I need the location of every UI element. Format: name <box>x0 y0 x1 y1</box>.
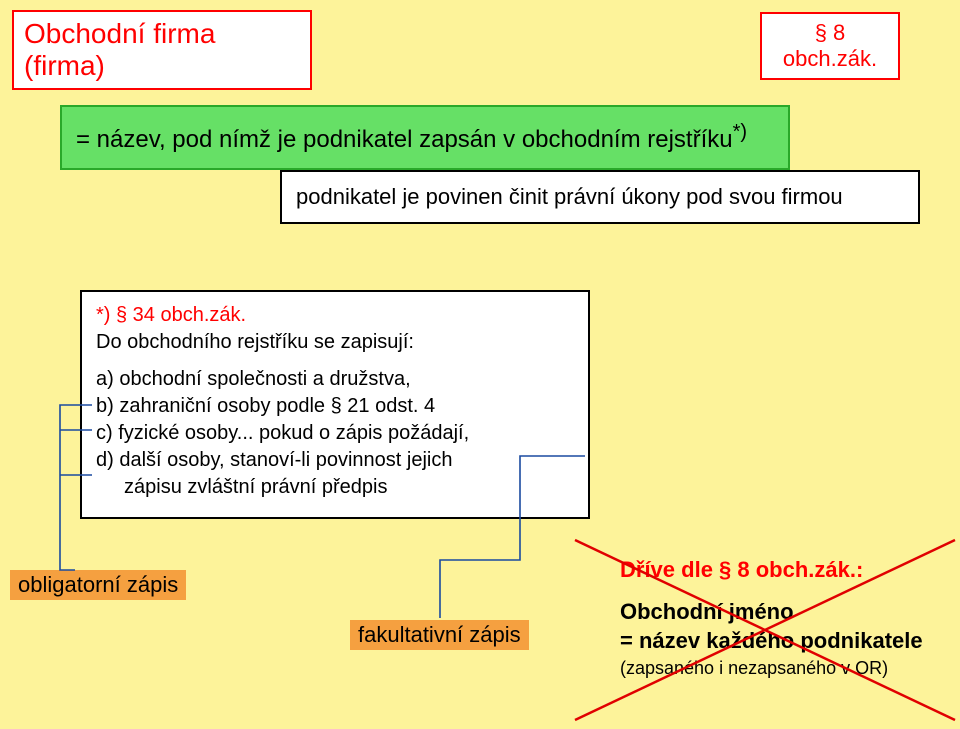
tag-obligatorni-text: obligatorní zápis <box>18 572 178 597</box>
right-line3: = název každého podnikatele <box>620 626 950 656</box>
list-item-a: a) obchodní společnosti a družstva, <box>96 366 574 393</box>
note-text: podnikatel je povinen činit právní úkony… <box>296 184 843 209</box>
tag-fakultativni: fakultativní zápis <box>350 620 529 650</box>
list-item-d-cont: zápisu zvláštní právní předpis <box>96 474 574 501</box>
title-box: Obchodní firma (firma) <box>12 10 312 90</box>
title-text: Obchodní firma (firma) <box>24 18 215 81</box>
reference-box: § 8 obch.zák. <box>760 12 900 80</box>
list-item-c: c) fyzické osoby... pokud o zápis požáda… <box>96 420 574 447</box>
definition-box: = název, pod nímž je podnikatel zapsán v… <box>60 105 790 170</box>
list-box: *) § 34 obch.zák. Do obchodního rejstřík… <box>80 290 590 519</box>
tag-obligatorni: obligatorní zápis <box>10 570 186 600</box>
list-header-text: Do obchodního rejstříku se zapisují: <box>96 329 574 356</box>
definition-sup: *) <box>733 121 747 143</box>
right-block: Dříve dle § 8 obch.zák.: Obchodní jméno … <box>620 555 950 680</box>
list-item-d: d) další osoby, stanoví-li povinnost jej… <box>96 447 574 474</box>
right-line1: Dříve dle § 8 obch.zák.: <box>620 555 950 585</box>
right-line2: Obchodní jméno <box>620 597 950 627</box>
tag-fakultativni-text: fakultativní zápis <box>358 622 521 647</box>
definition-text: = název, pod nímž je podnikatel zapsán v… <box>76 126 733 153</box>
note-box: podnikatel je povinen činit právní úkony… <box>280 170 920 224</box>
reference-text: § 8 obch.zák. <box>783 20 877 71</box>
right-line4: (zapsaného i nezapsaného v OR) <box>620 656 950 680</box>
list-header-ref: *) § 34 obch.zák. <box>96 302 574 329</box>
list-item-b: b) zahraniční osoby podle § 21 odst. 4 <box>96 393 574 420</box>
